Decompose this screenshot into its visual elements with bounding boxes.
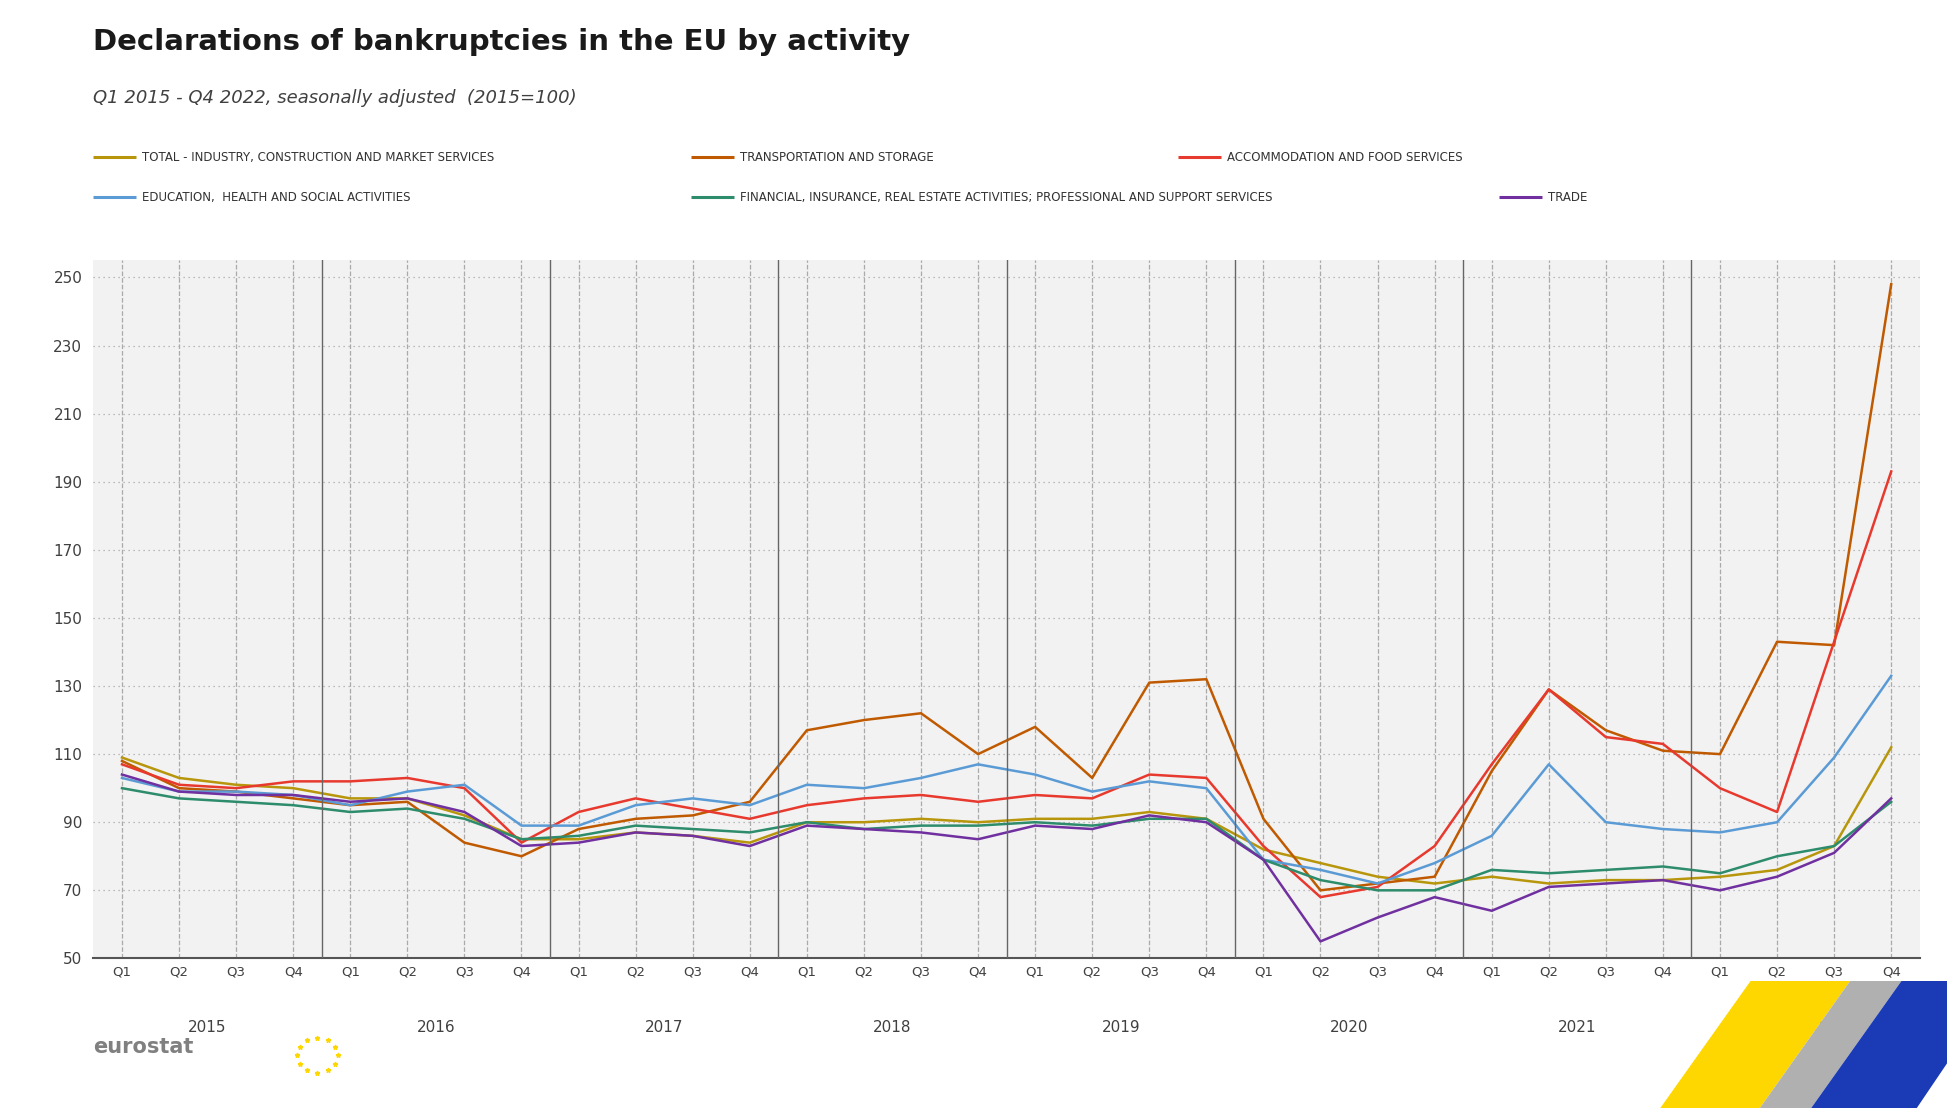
- Polygon shape: [1661, 981, 1850, 1108]
- Text: EDUCATION,  HEALTH AND SOCIAL ACTIVITIES: EDUCATION, HEALTH AND SOCIAL ACTIVITIES: [142, 191, 411, 204]
- Text: eurostat: eurostat: [93, 1037, 195, 1057]
- Text: 2017: 2017: [644, 1019, 683, 1035]
- Text: 2018: 2018: [872, 1019, 911, 1035]
- Text: 2019: 2019: [1102, 1019, 1141, 1035]
- Text: 2021: 2021: [1558, 1019, 1597, 1035]
- Text: Q1 2015 - Q4 2022, seasonally adjusted  (2015=100): Q1 2015 - Q4 2022, seasonally adjusted (…: [93, 89, 576, 106]
- Polygon shape: [1760, 981, 1902, 1108]
- Text: 2015: 2015: [189, 1019, 228, 1035]
- Text: TRADE: TRADE: [1548, 191, 1587, 204]
- Text: FINANCIAL, INSURANCE, REAL ESTATE ACTIVITIES; PROFESSIONAL AND SUPPORT SERVICES: FINANCIAL, INSURANCE, REAL ESTATE ACTIVI…: [740, 191, 1271, 204]
- Text: TRANSPORTATION AND STORAGE: TRANSPORTATION AND STORAGE: [740, 151, 935, 164]
- Text: Declarations of bankruptcies in the EU by activity: Declarations of bankruptcies in the EU b…: [93, 28, 911, 55]
- Text: TOTAL - INDUSTRY, CONSTRUCTION AND MARKET SERVICES: TOTAL - INDUSTRY, CONSTRUCTION AND MARKE…: [142, 151, 495, 164]
- Text: 2022: 2022: [1785, 1019, 1824, 1035]
- Text: ACCOMMODATION AND FOOD SERVICES: ACCOMMODATION AND FOOD SERVICES: [1227, 151, 1462, 164]
- Polygon shape: [1811, 981, 1947, 1108]
- Text: 2016: 2016: [417, 1019, 456, 1035]
- Text: 2020: 2020: [1330, 1019, 1369, 1035]
